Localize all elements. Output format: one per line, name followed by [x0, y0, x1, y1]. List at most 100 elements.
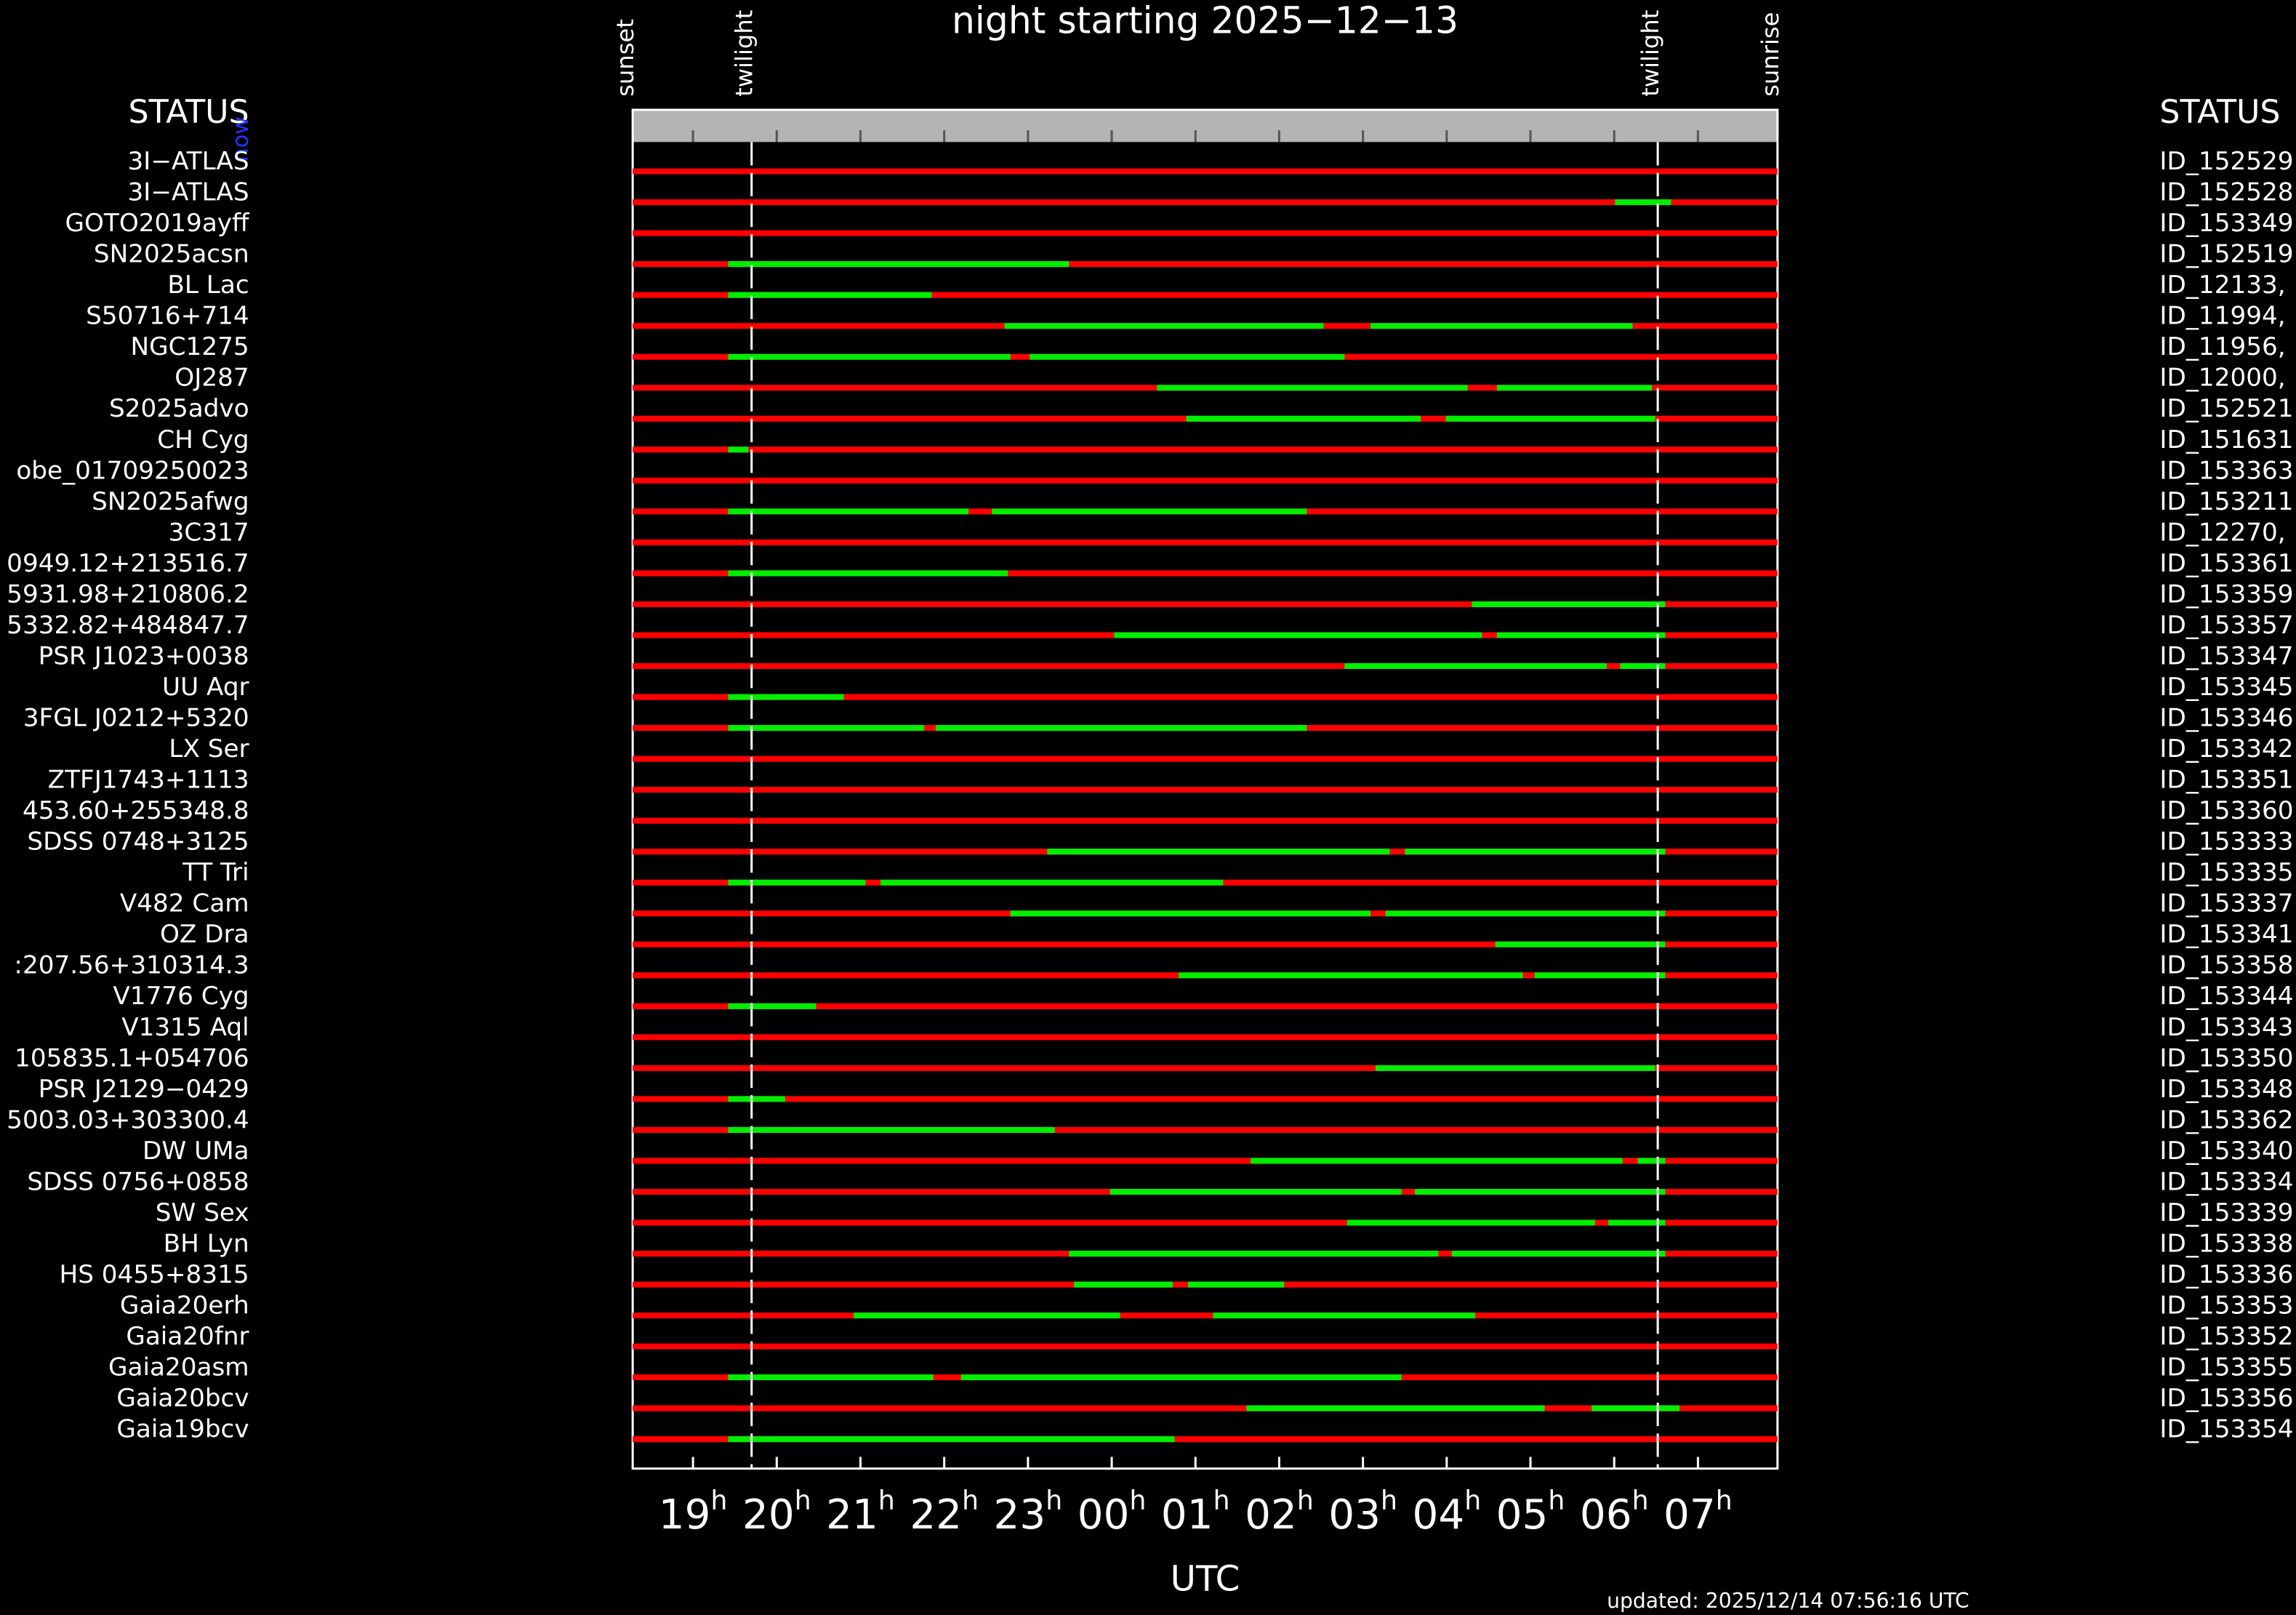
target-id: ID_153351 [2159, 766, 2293, 795]
x-tick-number: 02 [1245, 1491, 1297, 1539]
x-tick-label: 00h [1077, 1485, 1147, 1539]
x-tick-unit: h [1129, 1485, 1146, 1516]
x-tick-label: 05h [1496, 1485, 1565, 1539]
target-name: 5931.98+210806.2 [7, 580, 249, 609]
x-tick-number: 22 [910, 1491, 962, 1539]
target-name: S50716+714 [86, 302, 249, 331]
target-id: ID_152529 [2159, 147, 2293, 176]
x-tick-label: 07h [1663, 1485, 1733, 1539]
target-name: Gaia20fnr [126, 1322, 249, 1351]
target-name: V482 Cam [120, 889, 249, 918]
target-id: ID_153343 [2159, 1013, 2293, 1042]
target-name: 5332.82+484847.7 [7, 611, 249, 640]
target-id: ID_153334 [2159, 1167, 2293, 1196]
x-tick-number: 00 [1077, 1491, 1130, 1539]
target-id: ID_153333 [2159, 827, 2293, 857]
x-tick-number: 04 [1412, 1491, 1464, 1539]
title: night starting 2025−12−13 [952, 0, 1458, 42]
target-name: BH Lyn [164, 1229, 249, 1258]
event-label: sunrise [1757, 12, 1784, 97]
target-name: 3C317 [169, 518, 249, 547]
target-name: NGC1275 [131, 332, 249, 361]
x-tick-number: 03 [1328, 1491, 1381, 1539]
x-tick-number: 19 [659, 1491, 711, 1539]
target-id: ID_153358 [2159, 951, 2293, 980]
x-tick-number: 01 [1161, 1491, 1213, 1539]
target-id: ID_153336 [2159, 1260, 2293, 1289]
x-tick-number: 06 [1580, 1491, 1632, 1539]
target-name: PSR J1023+0038 [39, 641, 249, 670]
target-name: SW Sex [156, 1198, 249, 1227]
x-tick-unit: h [795, 1485, 811, 1516]
target-id: ID_153347 [2159, 641, 2293, 670]
target-id: ID_153353 [2159, 1291, 2293, 1321]
target-id: ID_153363 [2159, 456, 2293, 485]
status-left: STATUS [129, 94, 249, 131]
target-name: OZ Dra [160, 920, 249, 949]
target-id: ID_153348 [2159, 1075, 2293, 1104]
target-id: ID_153356 [2159, 1384, 2293, 1413]
target-name: 3FGL J0212+5320 [23, 703, 249, 732]
target-id: ID_153349 [2159, 209, 2293, 238]
target-id: ID_152521 [2159, 394, 2293, 423]
x-tick-label: 20h [742, 1485, 811, 1539]
target-id: ID_152519 [2159, 240, 2293, 269]
x-tick-unit: h [1716, 1485, 1733, 1516]
target-name: 3I−ATLAS [127, 147, 249, 176]
target-id: ID_153338 [2159, 1229, 2293, 1258]
x-tick-label: 02h [1245, 1485, 1314, 1539]
target-id: ID_12133, [2159, 270, 2285, 300]
target-id: ID_11956, [2159, 332, 2285, 361]
target-id: ID_153340 [2159, 1137, 2293, 1166]
target-id: ID_153344 [2159, 982, 2293, 1011]
target-id: ID_153350 [2159, 1043, 2293, 1073]
x-tick-number: 23 [994, 1491, 1046, 1539]
x-tick-label: 22h [910, 1485, 979, 1539]
target-name: SN2025acsn [94, 240, 249, 269]
target-id: ID_153362 [2159, 1105, 2293, 1134]
target-name: LX Ser [169, 734, 249, 764]
target-id: ID_153359 [2159, 580, 2293, 609]
target-id: ID_153335 [2159, 858, 2293, 887]
now-label[interactable]: now [228, 116, 254, 161]
x-tick-unit: h [878, 1485, 895, 1516]
target-name: 5003.03+303300.4 [7, 1105, 249, 1134]
x-tick-number: 07 [1663, 1491, 1716, 1539]
target-name: PSR J2129−0429 [39, 1075, 249, 1104]
target-name: 3I−ATLAS [127, 178, 249, 207]
x-tick-unit: h [1632, 1485, 1649, 1516]
target-id: ID_153346 [2159, 703, 2293, 732]
target-id: ID_153354 [2159, 1415, 2293, 1444]
x-tick-unit: h [1045, 1485, 1062, 1516]
target-id: ID_153211 [2159, 487, 2293, 516]
target-name: V1776 Cyg [113, 982, 249, 1011]
x-tick-unit: h [1464, 1485, 1481, 1516]
target-name: BL Lac [167, 270, 249, 300]
target-id: ID_153360 [2159, 796, 2293, 825]
x-tick-unit: h [1213, 1485, 1230, 1516]
target-id: ID_153341 [2159, 920, 2293, 949]
event-label: sunset [611, 19, 639, 97]
x-axis-label: UTC [1171, 1559, 1240, 1600]
x-tick-label: 03h [1328, 1485, 1397, 1539]
x-tick-label: 21h [826, 1485, 895, 1539]
target-id: ID_151631 [2159, 425, 2293, 454]
target-name: SDSS 0756+0858 [27, 1167, 249, 1196]
target-id: ID_153357 [2159, 611, 2293, 640]
target-name: 105835.1+054706 [15, 1043, 249, 1073]
target-name: S2025advo [109, 394, 249, 423]
target-name: obe_01709250023 [16, 456, 249, 485]
target-name: ZTFJ1743+1113 [48, 766, 249, 795]
target-id: ID_152528 [2159, 178, 2293, 207]
target-name: Gaia20erh [120, 1291, 249, 1321]
target-name: DW UMa [143, 1137, 249, 1166]
event-label: twilight [731, 10, 758, 97]
target-id: ID_153352 [2159, 1322, 2293, 1351]
x-tick-number: 20 [742, 1491, 795, 1539]
target-id: ID_12000, [2159, 364, 2285, 393]
target-id: ID_153342 [2159, 734, 2293, 764]
target-name: TT Tri [182, 858, 249, 887]
target-id: ID_153339 [2159, 1198, 2293, 1227]
